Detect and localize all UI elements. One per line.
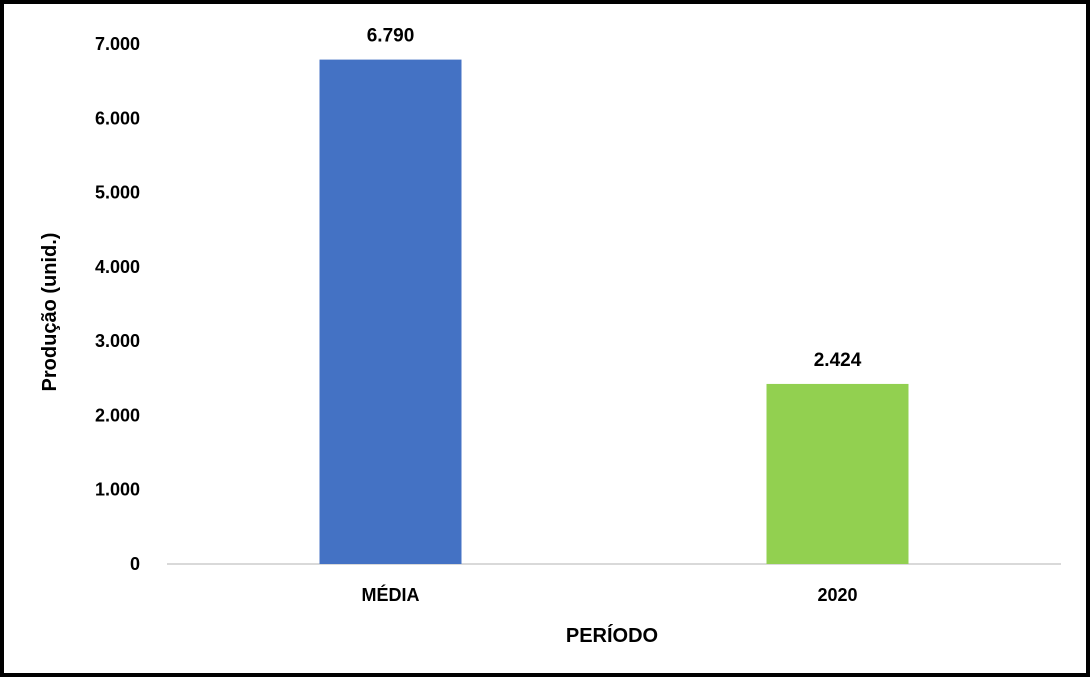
y-axis-ticks: 0 1.000 2.000 3.000 4.000 5.000 6.000 7.000 [95,34,140,574]
y-tick-label: 0 [130,554,140,574]
bar-2 [766,383,909,564]
data-label: 6.790 [367,26,415,47]
y-tick-label: 1.000 [95,480,140,500]
data-label: 2.424 [814,350,862,371]
y-tick-label: 6.000 [95,108,140,128]
y-tick-label: 4.000 [95,257,140,277]
bar-chart: 0 1.000 2.000 3.000 4.000 5.000 6.000 7.000 6.7… [39,26,1061,647]
x-axis-categories: MÉDIA 2020 [362,584,858,605]
data-labels: 6.790 2.424 [367,26,862,371]
y-tick-label: 2.000 [95,405,140,425]
y-tick-label: 5.000 [95,183,140,203]
bars [319,59,909,564]
x-category-label: 2020 [817,585,857,605]
bar-1 [319,59,462,564]
x-category-label: MÉDIA [362,584,420,605]
y-axis-title: Produção (unid.) [39,233,61,392]
y-tick-label: 3.000 [95,331,140,351]
y-tick-label: 7.000 [95,34,140,54]
x-axis-title: PERÍODO [566,624,658,647]
